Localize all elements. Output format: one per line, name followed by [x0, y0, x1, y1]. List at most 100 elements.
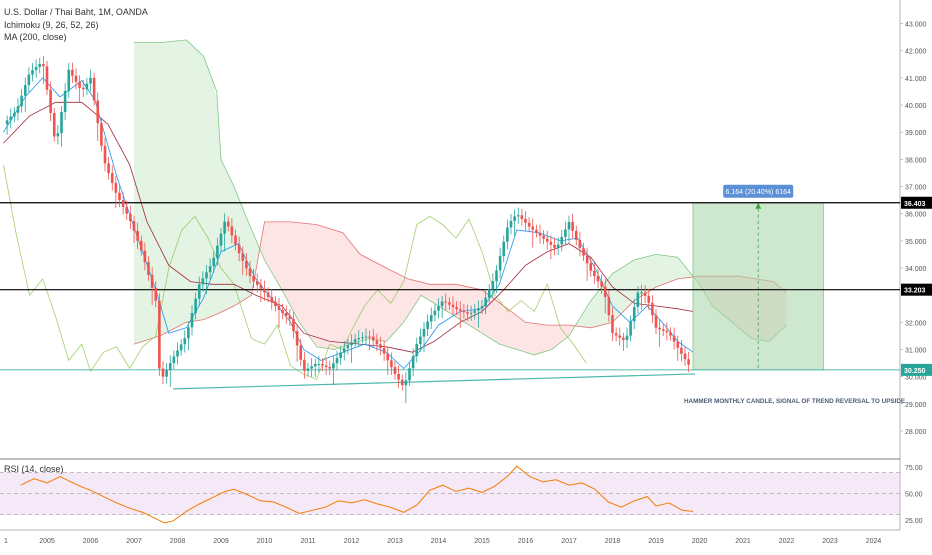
candle-body: [328, 367, 332, 369]
candle-body: [375, 340, 379, 345]
level-badges: 36.403 33.203 30.250: [901, 196, 932, 376]
candle-body: [49, 89, 52, 114]
level-badge-label: 30.250: [904, 368, 926, 375]
cloud-segment: [492, 297, 497, 343]
symbol-title[interactable]: U.S. Dollar / Thai Baht, 1M, OANDA: [4, 7, 148, 17]
time-tick-label: 1: [4, 538, 8, 545]
cloud-segment: [308, 223, 312, 340]
candle-body: [611, 315, 614, 334]
cloud-segment: [297, 222, 301, 325]
candle-body: [400, 379, 404, 386]
horizontal-levels[interactable]: [0, 202, 900, 390]
candle-body: [183, 338, 187, 345]
time-axis[interactable]: 1 2005 2006 2007 2008 2009 2010 2011 2012 2013 201…: [4, 538, 881, 545]
candle-body: [571, 221, 574, 231]
price-tick-label: 31.000: [905, 348, 927, 355]
cloud-segment: [518, 316, 522, 352]
candle-body: [382, 347, 386, 354]
candle-body: [455, 306, 458, 310]
candle-body: [625, 335, 629, 340]
cloud-segment: [326, 227, 330, 349]
candle-body: [245, 260, 248, 269]
time-tick-label: 2014: [431, 538, 447, 545]
cloud-segment: [391, 270, 395, 336]
candle-body: [295, 331, 299, 346]
candle-body: [643, 292, 647, 296]
candle-body: [208, 266, 212, 273]
price-axis[interactable]: 43.000 42.000 41.000 40.000 39.000 38.000 37.0…: [900, 22, 927, 436]
cloud-segment: [344, 234, 348, 347]
cloud-segment: [395, 272, 399, 332]
candle-body: [687, 359, 690, 365]
candle-body: [567, 221, 571, 230]
candle-body: [622, 337, 625, 340]
cloud-segment: [482, 289, 486, 336]
candle-body: [176, 350, 179, 357]
candle-body: [284, 312, 288, 317]
time-tick-label: 2017: [561, 538, 577, 545]
candle-body: [143, 250, 147, 263]
time-tick-label: 2005: [39, 538, 55, 545]
level-badge-label: 33.203: [904, 288, 926, 295]
price-tick-label: 38.000: [905, 157, 927, 164]
candle-body: [502, 241, 506, 257]
cloud-segment: [137, 42, 142, 343]
cloud-segment: [188, 41, 192, 323]
cloud-segment: [304, 223, 308, 335]
candle-body: [480, 306, 484, 309]
cloud-segment: [351, 243, 356, 345]
price-tick-label: 30.000: [905, 375, 927, 382]
candle-body: [654, 315, 658, 328]
candle-body: [357, 338, 361, 340]
candle-body: [629, 321, 632, 336]
cloud-segment: [547, 325, 551, 351]
candle-body: [20, 95, 23, 107]
cloud-segment: [540, 324, 544, 354]
candle-body: [386, 353, 390, 361]
cloud-segment: [184, 40, 189, 324]
cloud-segment: [532, 323, 537, 355]
candle-body: [680, 347, 683, 354]
cloud-segment: [666, 255, 671, 283]
candle-body: [321, 363, 324, 366]
candle-body: [299, 345, 303, 360]
candle-body: [78, 81, 81, 88]
cloud-segment: [242, 208, 247, 301]
candle-body: [618, 335, 622, 338]
cloud-segment: [221, 159, 225, 313]
rsi-legend[interactable]: RSI (14, close): [4, 464, 64, 474]
cloud-segment: [155, 42, 160, 338]
cloud-segment: [271, 221, 276, 279]
time-tick-label: 2018: [605, 538, 621, 545]
cloud-segment: [453, 284, 457, 318]
level-badge: [901, 196, 932, 209]
candle-body: [168, 363, 172, 370]
cloud-segment: [587, 300, 591, 328]
ichimoku-legend[interactable]: Ichimoku (9, 26, 52, 26): [4, 19, 99, 30]
ma-legend[interactable]: MA (200, close): [4, 32, 67, 42]
candle-body: [487, 289, 491, 298]
candle-body: [150, 274, 154, 288]
cloud-segment: [235, 190, 240, 306]
candle-body: [306, 368, 310, 371]
cloud-segment: [195, 48, 200, 321]
candle-body: [324, 365, 328, 368]
candle-body: [542, 235, 545, 239]
candle-body: [422, 328, 426, 337]
candle-body: [339, 352, 342, 358]
cloud-segment: [467, 286, 472, 327]
cloud-segment: [612, 271, 617, 323]
candle-body: [440, 301, 444, 307]
candle-body: [589, 263, 593, 271]
candle-body: [27, 74, 31, 86]
candle-body: [585, 255, 589, 264]
cloud-segment: [398, 274, 403, 328]
cloud-segment: [141, 42, 145, 342]
candle-body: [212, 257, 216, 267]
tenkan-line: [3, 77, 694, 370]
candle-body: [172, 356, 176, 364]
candle-body: [596, 276, 600, 282]
candle-body: [516, 215, 520, 217]
